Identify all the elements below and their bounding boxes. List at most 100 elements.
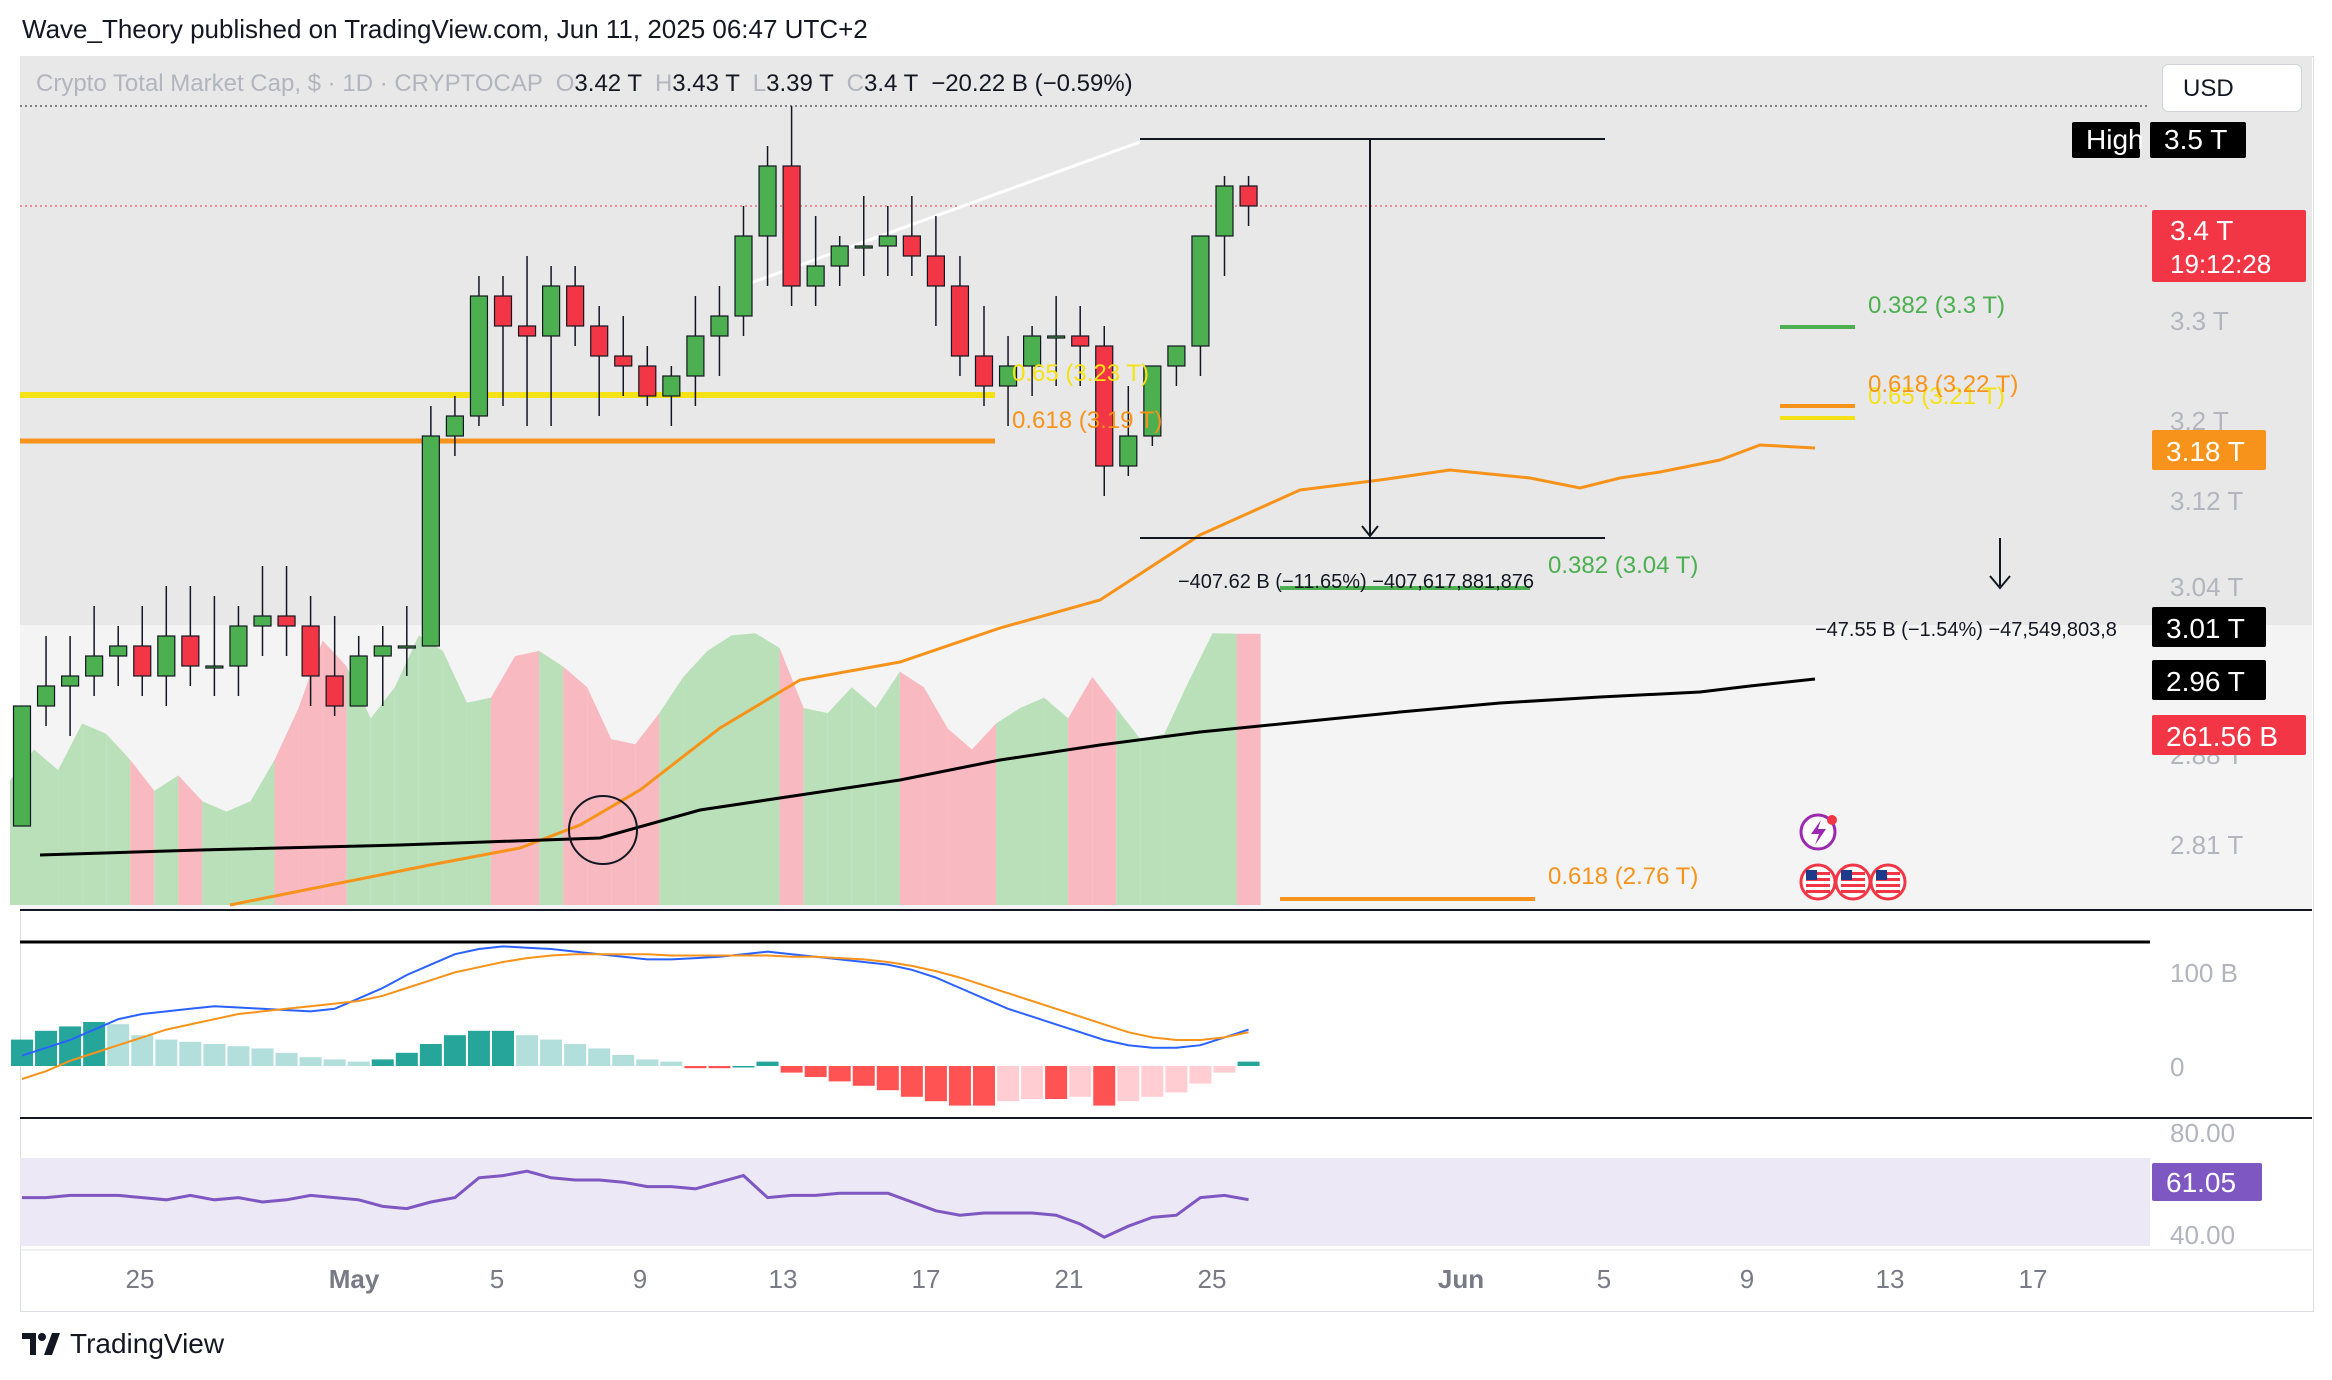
candle-apr-30[interactable] <box>229 606 248 696</box>
candles-layer[interactable] <box>12 106 1258 827</box>
candle-may-4[interactable] <box>325 616 344 716</box>
candle-may-22[interactable] <box>758 146 777 286</box>
us-flag-event-icon-1[interactable] <box>1834 863 1872 901</box>
candle-may-12-body <box>517 325 537 337</box>
volume-area-may-23 <box>779 647 804 905</box>
candle-jun-1[interactable] <box>998 336 1018 426</box>
candle-may-6[interactable] <box>373 626 392 706</box>
candle-jun-5[interactable] <box>1095 326 1114 496</box>
candle-may-28[interactable] <box>902 196 921 276</box>
candle-may-3[interactable] <box>301 596 320 706</box>
candle-may-7[interactable] <box>397 606 416 676</box>
candle-may-2[interactable] <box>277 566 296 656</box>
volume-area-may-16 <box>611 739 636 905</box>
candle-may-17[interactable] <box>638 346 657 406</box>
candle-apr-22-body <box>36 685 56 707</box>
candle-jun-11[interactable] <box>1239 176 1258 226</box>
candle-jun-8[interactable] <box>1167 345 1186 386</box>
candle-may-20[interactable] <box>710 286 729 376</box>
candle-may-5[interactable] <box>349 636 368 707</box>
candle-may-31[interactable] <box>974 306 994 406</box>
candle-may-11[interactable] <box>493 276 513 406</box>
us-flag-stripe-0-0 <box>1806 872 1830 875</box>
macd-hist-bar-apr-28 <box>179 1041 202 1066</box>
us-flag-stripe-1-1 <box>1841 878 1865 881</box>
level-lines <box>20 105 2150 944</box>
candle-jun-10[interactable] <box>1215 176 1234 276</box>
macd-hist-bar-may-10 <box>467 1030 490 1066</box>
candle-jun-10-body <box>1215 185 1234 237</box>
tradingview-logo[interactable]: TradingView <box>22 1328 224 1360</box>
low-label: L <box>752 70 767 97</box>
candle-apr-25[interactable] <box>109 626 128 686</box>
support-tag-bg <box>2152 607 2266 647</box>
candle-may-26[interactable] <box>854 196 873 276</box>
candle-may-10[interactable] <box>469 276 489 426</box>
ema200-tag-bg <box>2152 660 2266 700</box>
volume-area-may-29 <box>923 687 948 905</box>
macd-tick-0: 0 <box>2170 1052 2184 1082</box>
candle-may-9[interactable] <box>445 396 464 456</box>
candle-may-18[interactable] <box>662 366 681 426</box>
symbol-name: Crypto Total Market Cap, $ · 1D · CRYPTO… <box>36 70 543 97</box>
candle-apr-28[interactable] <box>181 586 200 686</box>
candle-apr-26[interactable] <box>133 606 152 696</box>
candle-may-15[interactable] <box>590 306 609 416</box>
candle-jun-4[interactable] <box>1071 306 1090 386</box>
macd-hist-bar-may-22 <box>756 1061 779 1066</box>
macd-hist-bar-may-23 <box>780 1066 803 1073</box>
candle-jun-9[interactable] <box>1191 235 1210 376</box>
candle-may-12[interactable] <box>517 256 537 426</box>
candle-may-14[interactable] <box>566 266 585 346</box>
us-flag-event-icon-0[interactable] <box>1799 863 1837 901</box>
candle-apr-22[interactable] <box>36 636 56 726</box>
candle-may-1[interactable] <box>253 566 272 656</box>
candle-may-13-body <box>541 285 561 337</box>
candle-apr-24[interactable] <box>85 606 104 696</box>
candle-may-13[interactable] <box>541 266 561 426</box>
symbol-legend[interactable]: Crypto Total Market Cap, $ · 1D · CRYPTO… <box>36 70 1133 98</box>
volume-area-apr-29 <box>202 801 227 905</box>
macd-hist-bar-may-13 <box>540 1039 563 1066</box>
us-flag-event-icon-2[interactable] <box>1869 863 1907 901</box>
low-value: 3.39 T <box>766 70 834 97</box>
candle-apr-27[interactable] <box>157 586 176 706</box>
candle-apr-29[interactable] <box>205 596 224 696</box>
candle-may-16[interactable] <box>614 316 633 396</box>
volume-area-jun-2 <box>1020 697 1045 905</box>
time-tick-3: 9 <box>633 1264 647 1294</box>
candle-may-24[interactable] <box>806 216 825 306</box>
macd-hist-bar-may-19 <box>684 1066 707 1069</box>
candle-may-21[interactable] <box>734 206 753 336</box>
candle-may-15-body <box>590 325 609 357</box>
lightning-icon-bolt <box>1811 820 1826 845</box>
macd-hist-bar-jun-8 <box>1165 1066 1188 1093</box>
candle-may-30[interactable] <box>950 256 970 376</box>
volume-area-apr-27 <box>154 775 179 905</box>
volume-area-may-7 <box>394 635 419 905</box>
candle-apr-21[interactable] <box>12 705 32 827</box>
candle-may-29[interactable] <box>926 216 946 326</box>
time-tick-9: 5 <box>1597 1264 1611 1294</box>
candle-jun-7[interactable] <box>1143 365 1162 446</box>
tradingview-logo-icon <box>22 1333 60 1355</box>
candle-apr-23[interactable] <box>60 636 80 736</box>
volume-area-apr-22 <box>34 749 59 905</box>
candle-may-8[interactable] <box>421 406 440 647</box>
fib-0618-label-b: 0.618 (3.22 T) <box>1868 371 2018 398</box>
candle-may-23[interactable] <box>782 106 801 306</box>
candle-jun-3[interactable] <box>1047 296 1066 386</box>
candle-may-25[interactable] <box>830 236 849 286</box>
candle-jun-6[interactable] <box>1119 386 1138 476</box>
candle-apr-29-body <box>205 665 224 669</box>
candle-may-27[interactable] <box>878 206 897 276</box>
candle-jun-2[interactable] <box>1022 326 1042 396</box>
candle-may-19[interactable] <box>686 296 705 406</box>
event-icons[interactable] <box>1799 813 1907 901</box>
lightning-event-icon[interactable] <box>1799 813 1837 851</box>
annotation-texts: 0.65 (3.23 T) 0.618 (3.19 T) 0.382 (3.3 T)… <box>1012 292 2117 890</box>
currency-button[interactable]: USD <box>2162 64 2302 112</box>
candle-may-18-body <box>662 375 681 397</box>
candle-may-17-body <box>638 365 657 397</box>
